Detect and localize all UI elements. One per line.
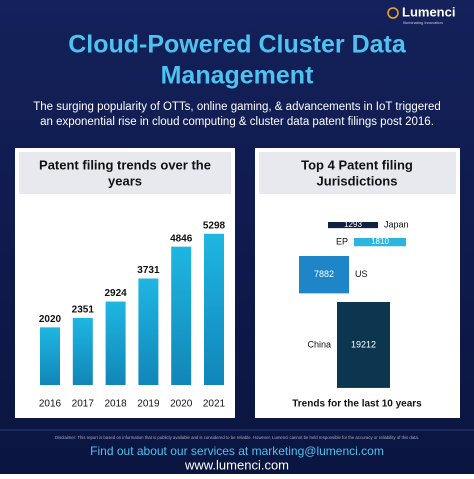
disclaimer: Disclaimer: This report is based on info… [55, 435, 419, 440]
area-rect [337, 302, 390, 388]
contact: Find out about our services at marketing… [90, 444, 384, 458]
x-tick-label: 2021 [203, 399, 226, 410]
value-label: 1293 [344, 220, 362, 229]
caption: Trends for the last 10 years [292, 399, 422, 410]
title: Management [161, 62, 314, 90]
value-label: 4846 [170, 233, 193, 244]
value-label: 19212 [351, 339, 376, 349]
value-label: 5298 [203, 220, 226, 231]
bar [72, 317, 93, 385]
area-rect [328, 222, 378, 229]
x-tick-label: 2020 [170, 399, 193, 410]
subtitle: an exponential rise in cloud computing &… [40, 116, 434, 128]
chart-title: Jurisdictions [317, 173, 398, 188]
value-label: 7882 [314, 269, 334, 279]
category-label: China [307, 339, 331, 349]
panel-header [259, 152, 456, 194]
x-tick-label: 2019 [137, 399, 160, 410]
bar [105, 301, 126, 385]
area-rect [354, 238, 406, 247]
website: www.lumenci.com [184, 457, 289, 472]
value-label: 2924 [104, 288, 127, 299]
chart-title: years [108, 173, 142, 188]
brand-name: Lumenci [402, 4, 455, 19]
x-tick-label: 2018 [104, 399, 127, 410]
x-tick-label: 2017 [72, 399, 95, 410]
bar [138, 278, 159, 385]
value-label: 2351 [72, 305, 95, 316]
logo-icon [387, 7, 399, 19]
value-label: 2020 [39, 314, 62, 325]
x-tick-label: 2016 [39, 399, 62, 410]
bar [40, 327, 60, 385]
area-rect [299, 256, 349, 294]
category-label: Japan [384, 219, 409, 229]
bar [204, 233, 224, 385]
category-label: US [355, 269, 368, 279]
chart-title: Top 4 Patent filing [301, 157, 413, 172]
panel-header [19, 152, 231, 194]
chart-title: Patent filing trends over the [39, 157, 211, 172]
title: Cloud-Powered Cluster Data [68, 31, 407, 59]
value-label: 1810 [371, 237, 389, 246]
category-label: EP [336, 236, 348, 246]
bar [171, 246, 192, 385]
value-label: 3731 [137, 265, 160, 276]
subtitle: The surging popularity of OTTs, online g… [33, 101, 441, 113]
brand-tagline: Illuminating Innovation [403, 20, 443, 25]
